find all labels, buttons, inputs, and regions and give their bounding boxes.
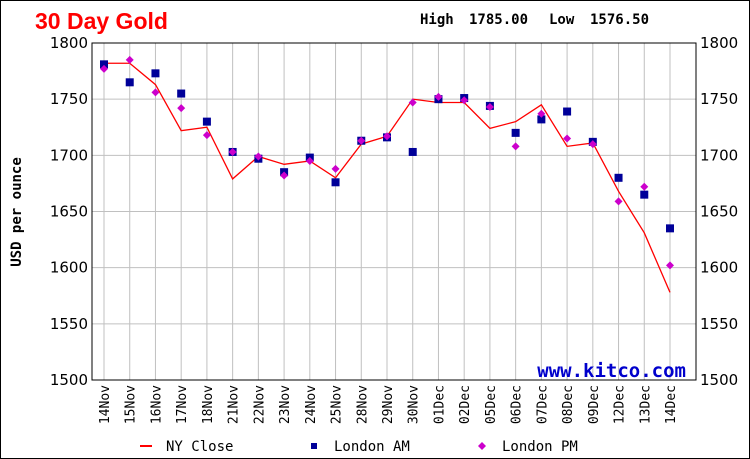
point-london-pm <box>563 134 572 143</box>
point-london-am <box>202 117 211 126</box>
x-tick-label: 16Nov <box>149 385 164 424</box>
x-tick-label: 30Nov <box>407 385 422 424</box>
chart-title: 30 Day Gold <box>35 8 168 34</box>
x-tick-label: 18Nov <box>201 385 216 424</box>
y-tick-label: 1650 <box>700 203 738 221</box>
point-london-pm <box>588 140 597 149</box>
x-tick-label: 24Nov <box>304 385 319 424</box>
point-london-pm <box>100 64 108 73</box>
legend-label: London PM <box>502 439 578 455</box>
series-layer <box>100 55 674 293</box>
y-tick-label: 1500 <box>700 371 738 389</box>
x-tick-label: 29Nov <box>381 385 396 424</box>
x-tick-label: 22Nov <box>252 385 267 424</box>
point-london-pm <box>408 98 417 107</box>
point-london-pm <box>177 104 186 113</box>
point-london-pm <box>202 131 211 140</box>
point-london-pm <box>151 88 160 97</box>
point-london-am <box>408 147 417 156</box>
legend-label: NY Close <box>166 439 233 455</box>
point-london-pm <box>434 92 443 101</box>
y-tick-label: 1600 <box>50 259 88 277</box>
x-tick-label: 02Dec <box>458 385 473 424</box>
legend-swatch-london-am <box>311 443 317 449</box>
y-tick-label: 1550 <box>700 315 738 333</box>
point-london-pm <box>357 136 366 145</box>
point-london-pm <box>305 156 314 165</box>
x-tick-label: 06Dec <box>510 385 525 424</box>
point-london-am <box>511 128 520 137</box>
point-london-pm <box>228 147 237 156</box>
y-tick-label: 1500 <box>50 371 88 389</box>
point-london-am <box>100 60 108 69</box>
point-london-pm <box>614 197 623 206</box>
point-london-am <box>666 224 674 233</box>
x-tick-label: 15Nov <box>124 385 139 424</box>
x-tick-label: 14Nov <box>98 385 113 424</box>
y-tick-label: 1750 <box>50 90 88 108</box>
high-low-readout: High 1785.00 Low 1576.50 <box>420 12 649 28</box>
y-tick-label: 1800 <box>700 34 738 52</box>
x-tick-label: 05Dec <box>484 385 499 424</box>
y-axis-label: USD per ounce <box>9 157 25 267</box>
point-london-pm <box>666 261 674 270</box>
point-london-am <box>177 89 186 98</box>
point-london-pm <box>331 164 340 173</box>
point-london-am <box>563 107 572 116</box>
point-london-am <box>331 178 340 187</box>
y-tick-label: 1550 <box>50 315 88 333</box>
y-tick-label: 1650 <box>50 203 88 221</box>
x-tick-label: 28Nov <box>355 385 370 424</box>
x-tick-label: 09Dec <box>587 385 602 424</box>
point-london-pm <box>640 182 649 191</box>
point-london-pm <box>511 142 520 151</box>
y-tick-label: 1700 <box>50 146 88 164</box>
x-tick-label: 08Dec <box>561 385 576 424</box>
y-tick-label: 1600 <box>700 259 738 277</box>
x-tick-label: 07Dec <box>535 385 550 424</box>
point-london-am <box>151 69 160 78</box>
x-axis-ticks: 14Nov 15Nov 16Nov 17Nov 18Nov 21Nov 22Nov 23Nov… <box>98 385 679 424</box>
point-london-pm <box>383 132 391 141</box>
watermark-url[interactable]: www.kitco.com <box>537 360 686 382</box>
y-tick-label: 1800 <box>50 34 88 52</box>
point-london-pm <box>280 171 289 180</box>
low-label: Low <box>549 12 575 28</box>
x-tick-label: 25Nov <box>330 385 345 424</box>
x-tick-label: 21Nov <box>227 385 242 424</box>
point-london-pm <box>125 55 134 64</box>
point-london-am <box>537 115 546 124</box>
legend-label: London AM <box>334 439 410 455</box>
point-london-pm <box>485 103 494 112</box>
plot-area-border <box>91 42 697 381</box>
y-tick-label: 1700 <box>700 146 738 164</box>
legend-swatch-london-pm <box>478 442 486 450</box>
low-value: 1576.50 <box>590 12 649 28</box>
y-axis-right-ticks: 1500 1550 1600 1650 1700 1750 1800 <box>700 34 738 389</box>
point-london-am <box>614 173 623 182</box>
x-tick-label: 12Dec <box>613 385 628 424</box>
x-tick-label: 17Nov <box>175 385 190 424</box>
point-london-pm <box>537 109 546 118</box>
x-tick-label: 01Dec <box>432 385 447 424</box>
point-london-am <box>125 78 134 87</box>
x-tick-label: 14Dec <box>664 385 679 424</box>
y-axis-left-ticks: 1500 1550 1600 1650 1700 1750 1800 <box>50 34 88 389</box>
x-tick-label: 13Dec <box>638 385 653 424</box>
high-label: High <box>420 12 454 28</box>
y-tick-label: 1750 <box>700 90 738 108</box>
point-london-pm <box>254 152 263 161</box>
high-value: 1785.00 <box>469 12 528 28</box>
point-london-pm <box>460 96 469 105</box>
legend: NY Close London AM London PM <box>140 439 578 455</box>
x-tick-label: 23Nov <box>278 385 293 424</box>
point-london-am <box>640 190 649 199</box>
